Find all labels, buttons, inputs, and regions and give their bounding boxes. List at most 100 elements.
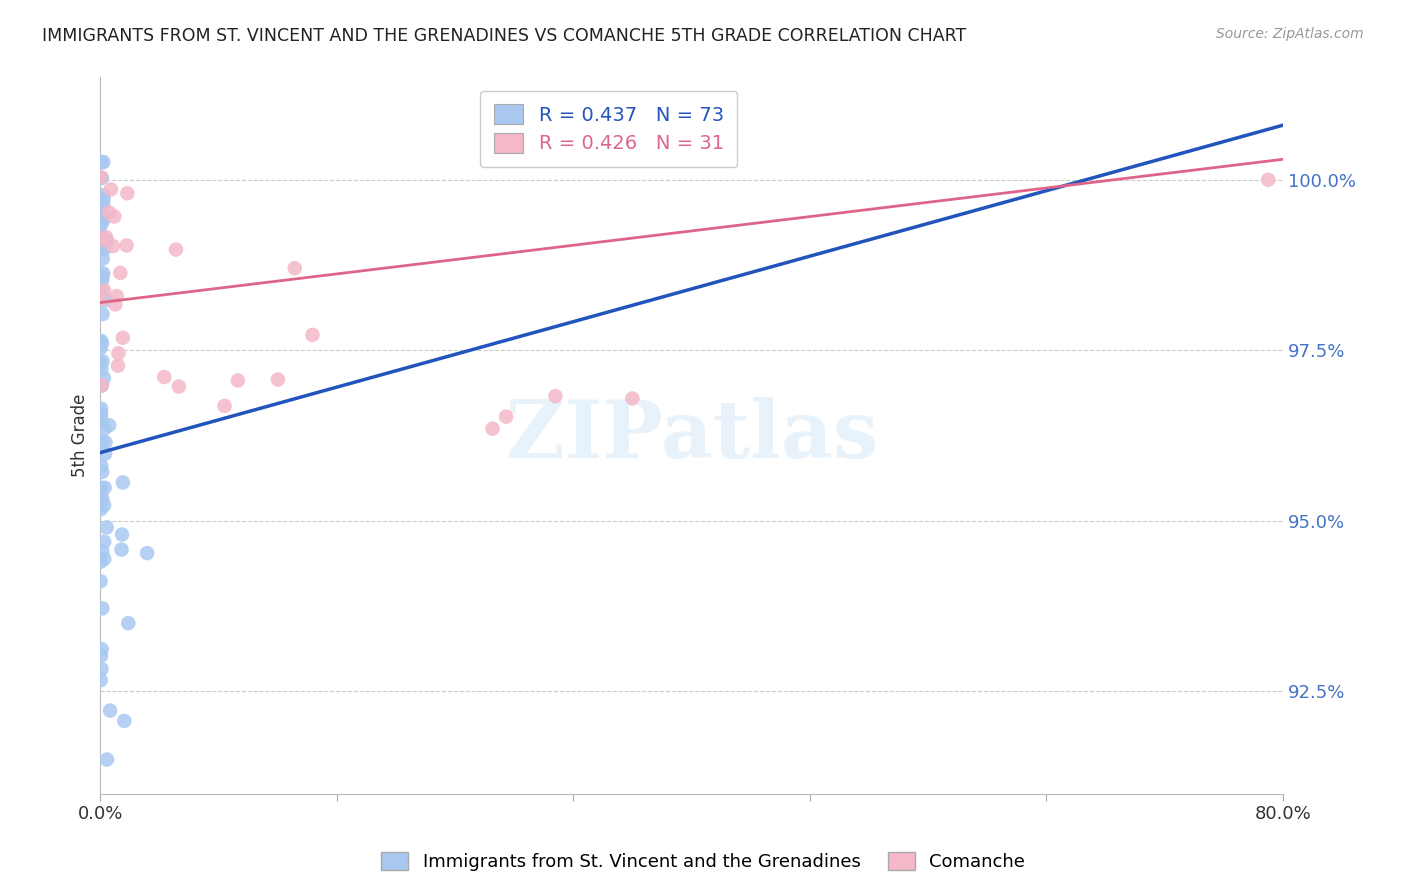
- Text: Source: ZipAtlas.com: Source: ZipAtlas.com: [1216, 27, 1364, 41]
- Point: [89, 555, 111, 569]
- Point: [89, 227, 111, 242]
- Point: [90, 502, 112, 516]
- Point: [90, 194, 112, 208]
- Point: [91, 336, 114, 351]
- Point: [94, 435, 117, 450]
- Point: [91, 601, 114, 615]
- Point: [90, 642, 112, 657]
- Point: [90, 211, 112, 225]
- Point: [91, 492, 114, 507]
- Point: [90, 205, 112, 219]
- Point: [91, 198, 114, 212]
- Point: [267, 372, 290, 386]
- Point: [91, 239, 114, 253]
- Point: [91, 354, 114, 368]
- Point: [91, 544, 114, 558]
- Point: [90, 293, 112, 307]
- Point: [90, 481, 112, 495]
- Point: [91, 465, 114, 479]
- Point: [110, 266, 132, 280]
- Point: [112, 714, 135, 728]
- Point: [91, 307, 114, 321]
- Point: [91, 234, 114, 248]
- Point: [90, 410, 112, 425]
- Point: [91, 233, 114, 247]
- Legend: Immigrants from St. Vincent and the Grenadines, Comanche: Immigrants from St. Vincent and the Gren…: [374, 845, 1032, 879]
- Point: [93, 534, 115, 549]
- Point: [90, 406, 112, 420]
- Point: [111, 527, 134, 541]
- Point: [93, 242, 115, 256]
- Point: [94, 235, 117, 249]
- Point: [90, 648, 112, 663]
- Point: [98, 418, 121, 433]
- Point: [93, 193, 115, 207]
- Point: [94, 293, 117, 308]
- Point: [136, 546, 159, 560]
- Point: [93, 242, 115, 256]
- Point: [90, 416, 112, 430]
- Point: [91, 266, 114, 280]
- Legend: R = 0.437   N = 73, R = 0.426   N = 31: R = 0.437 N = 73, R = 0.426 N = 31: [481, 91, 737, 167]
- Point: [90, 490, 112, 504]
- Point: [90, 378, 112, 392]
- Point: [117, 616, 139, 631]
- Point: [105, 289, 128, 303]
- Point: [104, 297, 127, 311]
- Point: [115, 238, 138, 252]
- Point: [90, 341, 112, 355]
- Point: [94, 447, 117, 461]
- Point: [93, 552, 115, 566]
- Point: [103, 210, 125, 224]
- Point: [90, 673, 112, 687]
- Point: [91, 269, 114, 284]
- Point: [96, 520, 118, 534]
- Point: [111, 475, 134, 490]
- Point: [93, 481, 115, 495]
- Point: [165, 243, 187, 257]
- Y-axis label: 5th Grade: 5th Grade: [72, 394, 89, 477]
- Point: [90, 409, 112, 424]
- Point: [90, 662, 112, 676]
- Point: [90, 334, 112, 348]
- Point: [100, 182, 122, 196]
- Point: [90, 458, 112, 473]
- Point: [544, 389, 567, 403]
- Point: [96, 753, 118, 767]
- Point: [153, 370, 176, 384]
- Point: [91, 434, 114, 449]
- Point: [93, 188, 115, 202]
- Point: [495, 409, 517, 424]
- Point: [621, 392, 644, 406]
- Point: [93, 283, 115, 297]
- Point: [89, 271, 111, 285]
- Point: [93, 499, 115, 513]
- Point: [90, 169, 112, 184]
- Point: [93, 422, 115, 436]
- Point: [96, 234, 118, 248]
- Point: [110, 542, 132, 557]
- Point: [90, 283, 112, 297]
- Point: [90, 155, 112, 169]
- Point: [284, 261, 307, 276]
- Point: [91, 213, 114, 227]
- Point: [167, 379, 190, 393]
- Point: [90, 362, 112, 376]
- Point: [93, 155, 115, 169]
- Point: [93, 371, 115, 385]
- Point: [107, 346, 129, 360]
- Text: ZIPatlas: ZIPatlas: [506, 397, 877, 475]
- Point: [94, 230, 117, 244]
- Point: [90, 170, 112, 185]
- Point: [90, 218, 112, 232]
- Point: [214, 399, 236, 413]
- Point: [101, 239, 124, 253]
- Point: [98, 704, 121, 718]
- Point: [91, 274, 114, 288]
- Point: [91, 199, 114, 213]
- Point: [90, 401, 112, 416]
- Point: [1257, 173, 1279, 187]
- Point: [90, 378, 112, 392]
- Point: [301, 327, 323, 342]
- Point: [91, 214, 114, 228]
